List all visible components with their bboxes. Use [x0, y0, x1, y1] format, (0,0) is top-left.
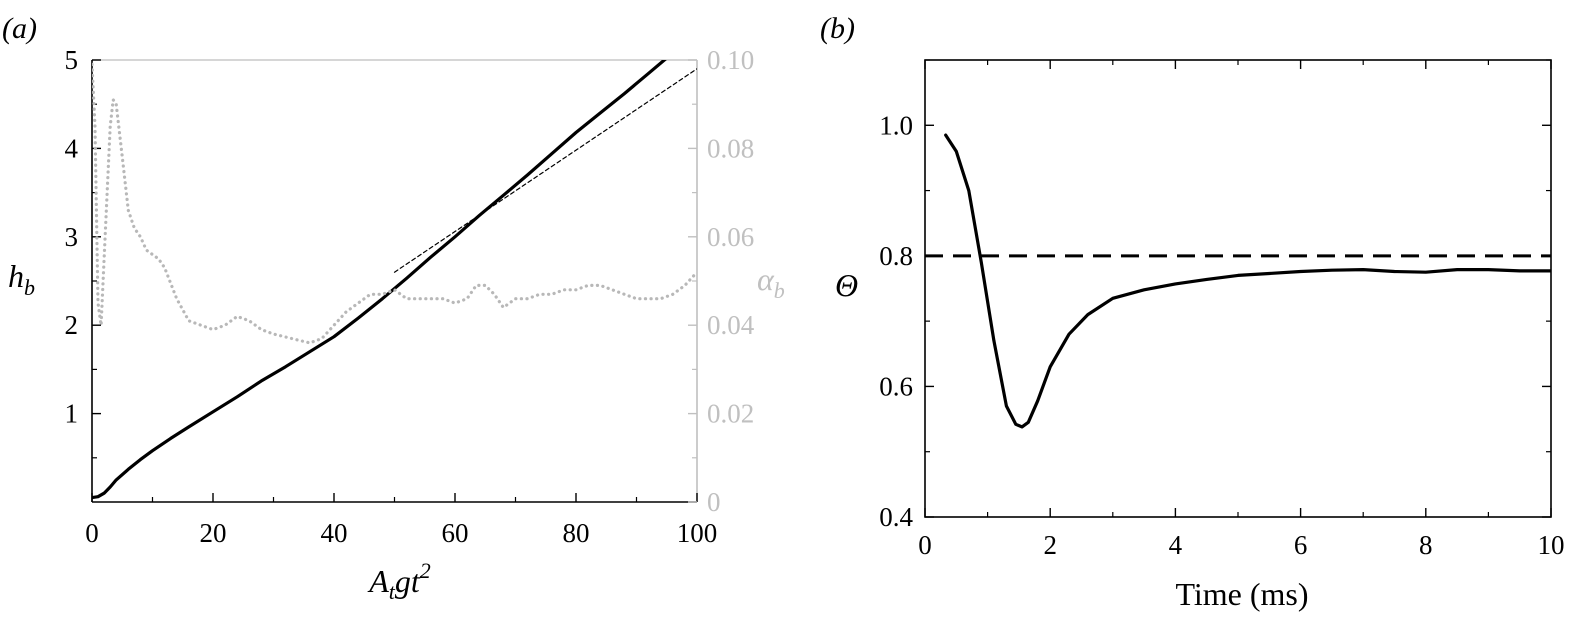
panel-b-plot-area: [925, 133, 1551, 429]
y-tick-label: 0.6: [879, 371, 913, 401]
x-tick-label: 6: [1294, 530, 1308, 560]
panel-a-right-axis-label: αb: [757, 261, 785, 303]
panel-b: (b) 0 2 4 6 8 10 0.4 0.6 0.8 1.0 Time (ms) Θ: [820, 12, 1565, 612]
x-tick-label: 40: [321, 518, 348, 548]
panel-a-x-axis-label: Atgt2: [367, 558, 431, 604]
right-tick-label: 0.04: [707, 310, 755, 340]
panel-a-plot-area: [92, 60, 697, 500]
reference-dashed-line: [393, 68, 697, 273]
panel-b-label: (b): [820, 12, 855, 45]
right-tick-label: 0.10: [707, 45, 754, 75]
panel-b-frame: [924, 59, 1552, 518]
h-b-solid-line: [92, 60, 667, 500]
x-tick-label: 4: [1169, 530, 1183, 560]
panel-a-frame: [91, 59, 697, 503]
panel-b-border: [924, 59, 1552, 518]
right-tick-label: 0.06: [707, 222, 754, 252]
x-tick-label: 20: [200, 518, 227, 548]
panel-a-x-ticks: 0 20 40 60 80 100: [85, 493, 717, 548]
x-tick-label: 8: [1419, 530, 1433, 560]
right-tick-label: 0.08: [707, 133, 754, 163]
x-tick-label: 10: [1538, 530, 1565, 560]
x-tick-label: 0: [85, 518, 99, 548]
y-tick-label: 1: [65, 399, 79, 429]
panel-a: (a) 0 20 40 60 80 100 1 2 3 4 5 0 0.02 0.04 0.06 0.08…: [2, 12, 785, 604]
y-tick-label: 0.4: [879, 502, 913, 532]
y-tick-label: 2: [65, 310, 79, 340]
panel-a-label: (a): [2, 12, 37, 45]
panel-a-y-axis-label: hb: [8, 258, 35, 300]
panel-b-x-ticks: 0 2 4 6 8 10: [918, 60, 1565, 560]
y-tick-label: 1.0: [879, 110, 913, 140]
right-tick-label: 0: [707, 487, 721, 517]
y-tick-label: 3: [65, 222, 79, 252]
y-tick-label: 4: [65, 133, 79, 163]
panel-b-y-ticks: 0.4 0.6 0.8 1.0: [879, 59, 1551, 532]
x-tick-label: 2: [1043, 530, 1057, 560]
alpha-b-dotted-line: [92, 62, 697, 345]
y-tick-label: 5: [65, 45, 79, 75]
x-tick-label: 60: [442, 518, 469, 548]
right-tick-label: 0.02: [707, 399, 754, 429]
y-tick-label: 0.8: [879, 241, 913, 271]
x-tick-label: 100: [677, 518, 718, 548]
theta-solid-line: [944, 133, 1551, 429]
panel-b-x-axis-label: Time (ms): [1175, 576, 1308, 612]
panel-a-right-ticks: 0 0.02 0.04 0.06 0.08 0.10: [688, 45, 755, 517]
x-tick-label: 0: [918, 530, 932, 560]
panel-a-y-ticks: 1 2 3 4 5: [65, 45, 101, 459]
panel-b-series: [925, 133, 1551, 429]
x-tick-label: 80: [563, 518, 590, 548]
panel-a-series: [92, 60, 697, 500]
panel-b-y-axis-label: Θ: [835, 267, 858, 303]
